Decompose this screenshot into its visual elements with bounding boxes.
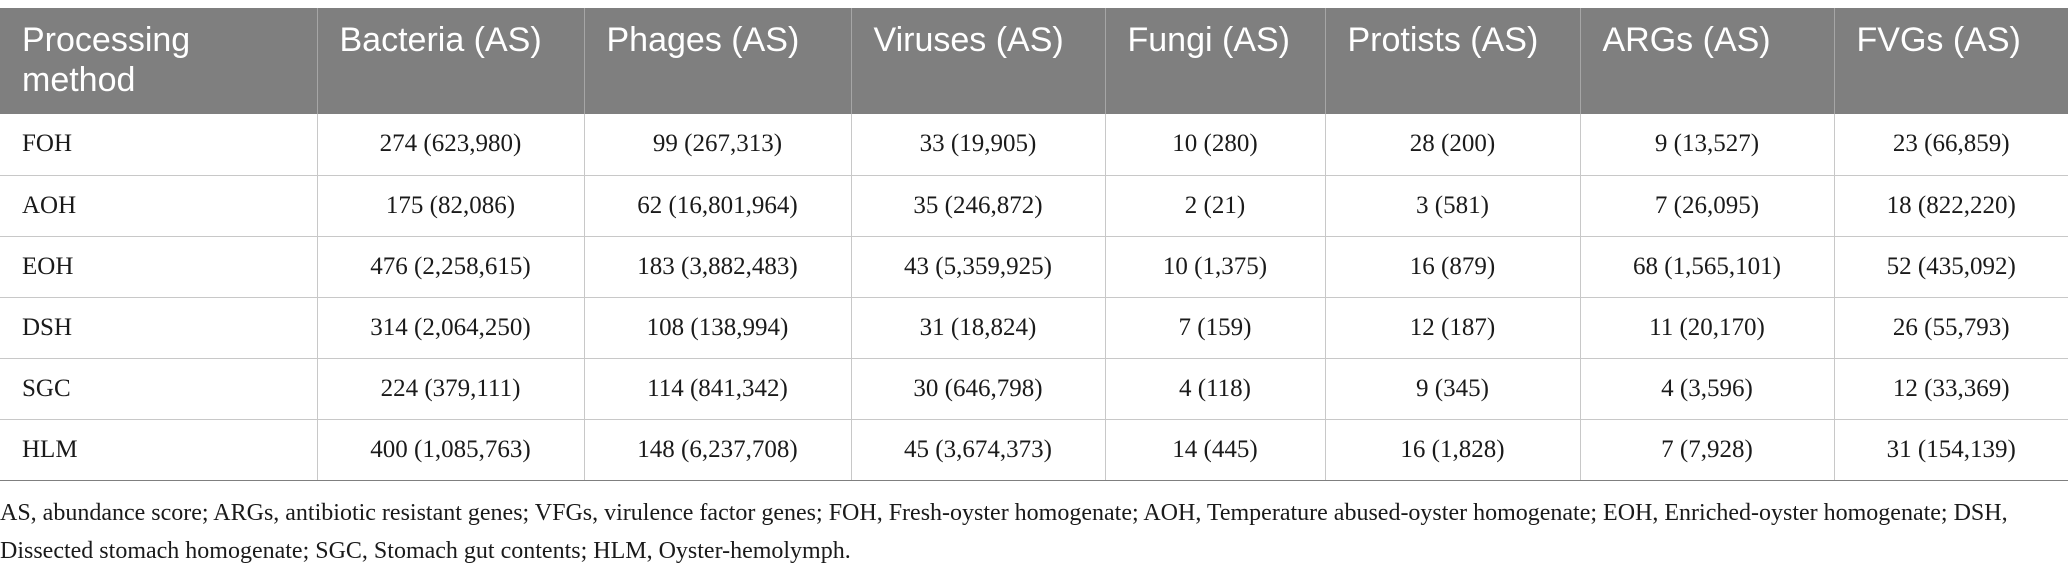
cell-viruses: 31 (18,824) [851, 297, 1106, 359]
header-fvgs: FVGs (AS) [1834, 8, 2068, 114]
table-row: DSH 314 (2,064,250) 108 (138,994) 31 (18… [0, 297, 2068, 359]
cell-viruses: 33 (19,905) [851, 114, 1106, 176]
cell-fvgs: 31 (154,139) [1834, 419, 2068, 481]
cell-phages: 114 (841,342) [584, 358, 852, 420]
cell-args: 7 (26,095) [1580, 175, 1835, 237]
cell-viruses: 45 (3,674,373) [851, 419, 1106, 481]
cell-method: EOH [0, 236, 318, 298]
table-row: EOH 476 (2,258,615) 183 (3,882,483) 43 (… [0, 236, 2068, 298]
cell-fvgs: 26 (55,793) [1834, 297, 2068, 359]
cell-phages: 108 (138,994) [584, 297, 852, 359]
cell-args: 4 (3,596) [1580, 358, 1835, 420]
cell-fungi: 2 (21) [1105, 175, 1326, 237]
cell-args: 11 (20,170) [1580, 297, 1835, 359]
header-viruses: Viruses (AS) [851, 8, 1106, 114]
cell-method: HLM [0, 419, 318, 481]
cell-phages: 148 (6,237,708) [584, 419, 852, 481]
header-phages: Phages (AS) [584, 8, 852, 114]
cell-protists: 28 (200) [1325, 114, 1581, 176]
cell-protists: 16 (1,828) [1325, 419, 1581, 481]
abundance-table: Processing method Bacteria (AS) Phages (… [0, 8, 2068, 481]
cell-method: SGC [0, 358, 318, 420]
cell-fungi: 7 (159) [1105, 297, 1326, 359]
cell-bacteria: 314 (2,064,250) [317, 297, 585, 359]
table-footnote: AS, abundance score; ARGs, antibiotic re… [0, 500, 2008, 564]
cell-phages: 183 (3,882,483) [584, 236, 852, 298]
cell-fungi: 10 (280) [1105, 114, 1326, 176]
cell-method: AOH [0, 175, 318, 237]
cell-fvgs: 18 (822,220) [1834, 175, 2068, 237]
cell-fvgs: 23 (66,859) [1834, 114, 2068, 176]
cell-args: 68 (1,565,101) [1580, 236, 1835, 298]
cell-fungi: 14 (445) [1105, 419, 1326, 481]
cell-bacteria: 175 (82,086) [317, 175, 585, 237]
cell-protists: 9 (345) [1325, 358, 1581, 420]
cell-viruses: 35 (246,872) [851, 175, 1106, 237]
header-fungi: Fungi (AS) [1105, 8, 1326, 114]
cell-protists: 16 (879) [1325, 236, 1581, 298]
cell-args: 9 (13,527) [1580, 114, 1835, 176]
cell-bacteria: 224 (379,111) [317, 358, 585, 420]
header-protists: Protists (AS) [1325, 8, 1581, 114]
cell-protists: 12 (187) [1325, 297, 1581, 359]
cell-fungi: 10 (1,375) [1105, 236, 1326, 298]
header-row: Processing method Bacteria (AS) Phages (… [0, 8, 2068, 114]
cell-bacteria: 274 (623,980) [317, 114, 585, 176]
header-processing-method: Processing method [0, 8, 318, 114]
table-row: HLM 400 (1,085,763) 148 (6,237,708) 45 (… [0, 419, 2068, 481]
cell-bacteria: 400 (1,085,763) [317, 419, 585, 481]
table-row: FOH 274 (623,980) 99 (267,313) 33 (19,90… [0, 114, 2068, 176]
header-args: ARGs (AS) [1580, 8, 1835, 114]
cell-method: DSH [0, 297, 318, 359]
cell-phages: 62 (16,801,964) [584, 175, 852, 237]
cell-viruses: 43 (5,359,925) [851, 236, 1106, 298]
cell-args: 7 (7,928) [1580, 419, 1835, 481]
cell-protists: 3 (581) [1325, 175, 1581, 237]
header-bacteria: Bacteria (AS) [317, 8, 585, 114]
cell-fvgs: 52 (435,092) [1834, 236, 2068, 298]
cell-fvgs: 12 (33,369) [1834, 358, 2068, 420]
cell-phages: 99 (267,313) [584, 114, 852, 176]
cell-fungi: 4 (118) [1105, 358, 1326, 420]
cell-method: FOH [0, 114, 318, 176]
cell-bacteria: 476 (2,258,615) [317, 236, 585, 298]
cell-viruses: 30 (646,798) [851, 358, 1106, 420]
table-row: AOH 175 (82,086) 62 (16,801,964) 35 (246… [0, 175, 2068, 237]
table-row: SGC 224 (379,111) 114 (841,342) 30 (646,… [0, 358, 2068, 420]
